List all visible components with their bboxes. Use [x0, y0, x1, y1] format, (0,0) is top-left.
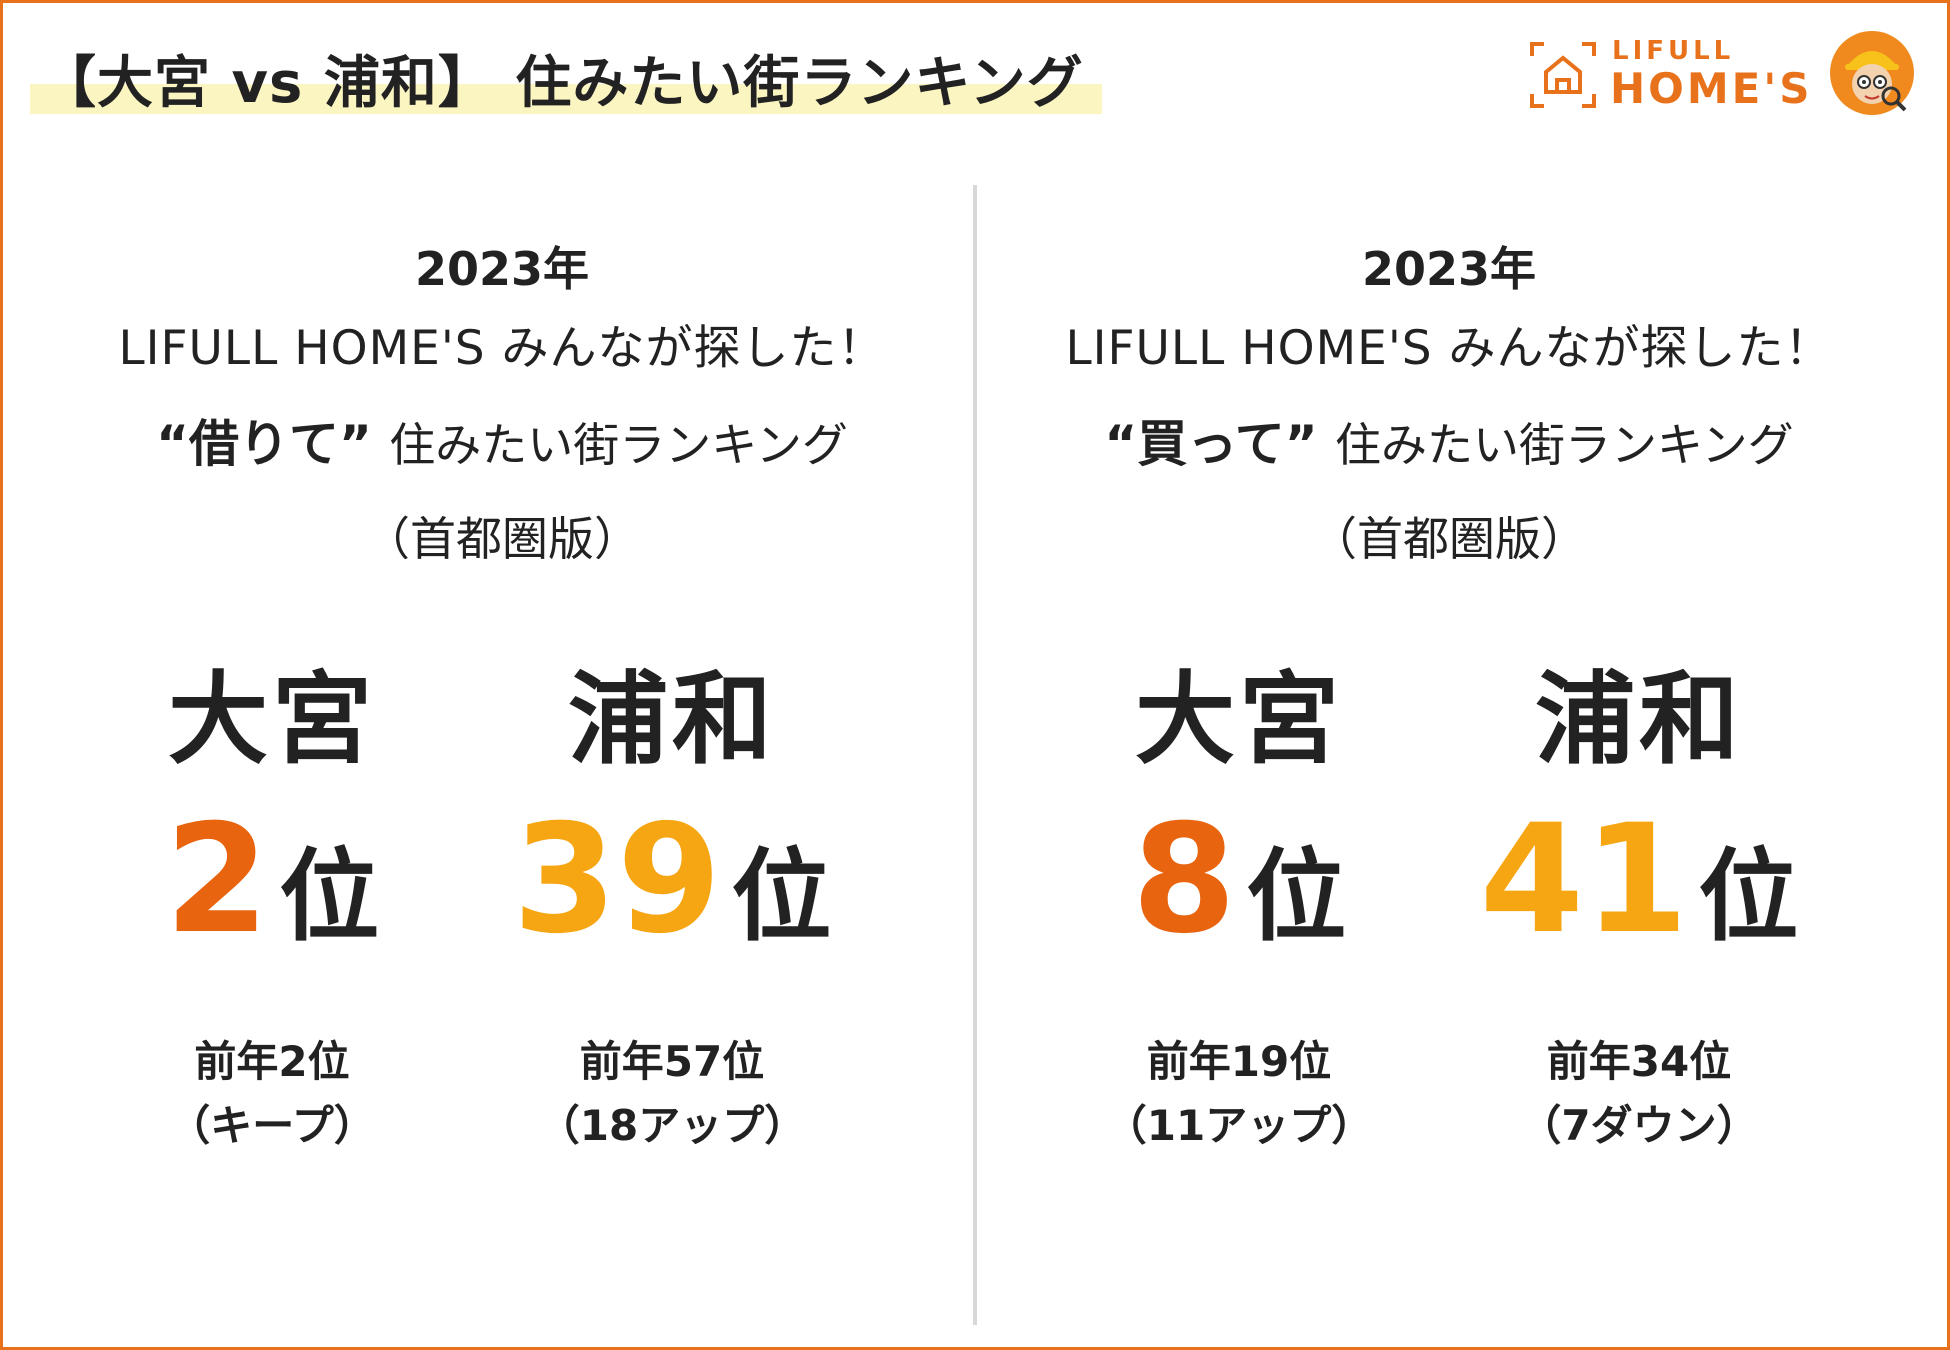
brand-logo: LIFULL HOME'S [1530, 30, 1915, 120]
logo-text-homes: HOME'S [1610, 64, 1813, 113]
rank-number: 2 [164, 793, 270, 967]
panel-kind: “借りて” 住みたい街ランキング [52, 394, 952, 494]
panel-edition: （首都圏版） [364, 512, 640, 566]
city-card-urawa: 浦和 39 位 前年57位 （18アップ） [482, 650, 862, 1158]
rank-unit: 位 [1246, 838, 1347, 955]
city-rank: 39 位 [482, 790, 862, 970]
panel-brand: LIFULL HOME'S みんなが探した！ [1065, 321, 1833, 376]
panel-year: 2023年 [414, 242, 590, 296]
rank-unit: 位 [731, 838, 832, 955]
panel-brand: LIFULL HOME'S みんなが探した！ [118, 321, 886, 376]
rank-change: （キープ） [168, 1101, 376, 1150]
header: 【大宮 vs 浦和】 住みたい街ランキング [30, 30, 1102, 116]
city-name: 浦和 [1535, 661, 1743, 778]
rank-number: 8 [1131, 793, 1237, 967]
center-divider [973, 185, 977, 1325]
page-title: 【大宮 vs 浦和】 住みたい街ランキング [40, 51, 1084, 116]
kind-rest: 住みたい街ランキング [1335, 418, 1794, 472]
kind-quote: “買って” [1104, 415, 1318, 473]
previous-rank: 前年34位 [1546, 1037, 1732, 1086]
kind-rest: 住みたい街ランキング [389, 418, 848, 472]
city-name: 浦和 [568, 661, 776, 778]
kind-quote: “借りて” [156, 415, 372, 473]
buy-ranking-panel: 2023年 LIFULL HOME'S みんなが探した！ “買って” 住みたい街… [999, 230, 1899, 1190]
rank-unit: 位 [1698, 838, 1799, 955]
panel-year: 2023年 [1361, 242, 1537, 296]
rank-change: （18アップ） [537, 1101, 807, 1150]
title-highlight [30, 84, 1102, 114]
rent-ranking-panel: 2023年 LIFULL HOME'S みんなが探した！ “借りて” 住みたい街… [52, 230, 952, 1190]
rank-number: 39 [512, 793, 722, 967]
logo-text-lifull: LIFULL [1612, 36, 1735, 66]
mascot-icon [1830, 31, 1914, 115]
rank-change: （7ダウン） [1519, 1101, 1759, 1150]
city-card-urawa: 浦和 41 位 前年34位 （7ダウン） [1449, 650, 1829, 1158]
city-rank: 41 位 [1449, 790, 1829, 970]
previous-rank: 前年57位 [579, 1037, 765, 1086]
city-name: 大宮 [168, 661, 376, 778]
rank-unit: 位 [279, 838, 380, 955]
city-name: 大宮 [1135, 661, 1343, 778]
panel-kind: “買って” 住みたい街ランキング [999, 394, 1899, 494]
house-icon [1530, 42, 1596, 108]
panel-edition: （首都圏版） [1311, 512, 1587, 566]
previous-rank: 前年2位 [194, 1037, 350, 1086]
rank-change: （11アップ） [1104, 1101, 1374, 1150]
rank-number: 41 [1479, 793, 1689, 967]
previous-rank: 前年19位 [1146, 1037, 1332, 1086]
